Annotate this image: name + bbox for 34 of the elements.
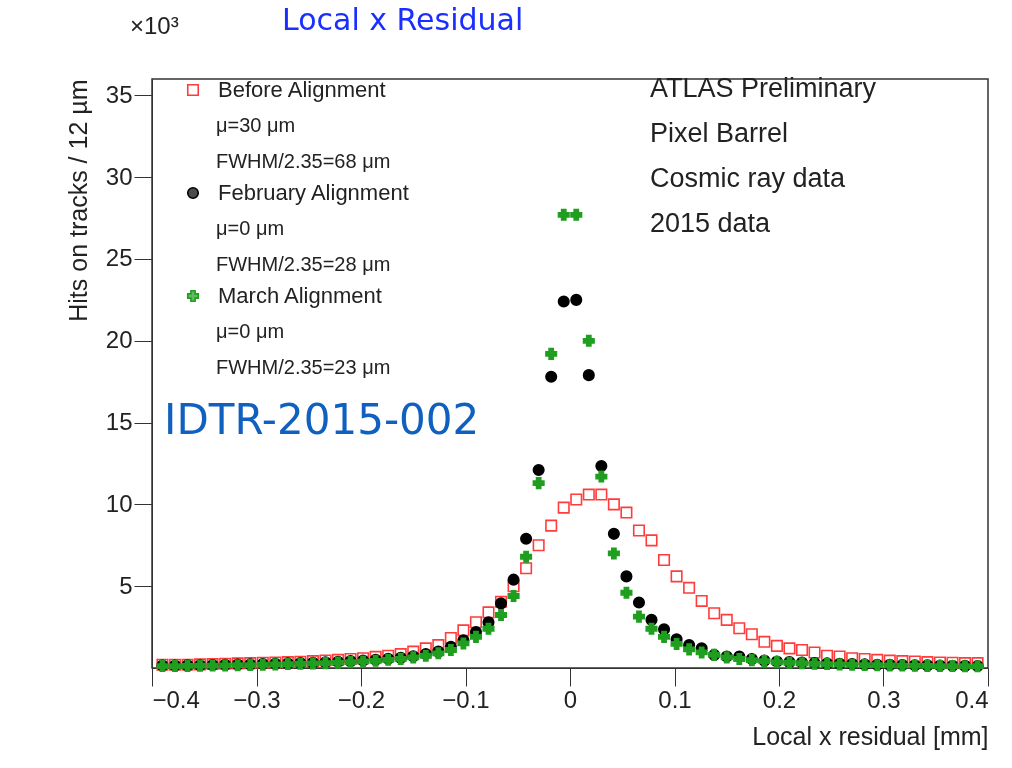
y-tick-label: 20: [105, 326, 133, 354]
annotation: μ=0 μm: [216, 320, 285, 342]
annotation: μ=0 μm: [216, 217, 285, 239]
x-tick-label: −0.2: [337, 685, 386, 713]
annotation: Pixel Barrel: [650, 118, 789, 148]
annotation: IDTR-2015-002: [164, 395, 480, 444]
y-axis-title: Hits on tracks / 12 µm: [63, 79, 92, 322]
x-tick-label: −0.1: [442, 685, 490, 713]
annotation: FWHM/2.35=28 μm: [216, 253, 391, 275]
x-tick-label: 0.4: [955, 685, 989, 713]
y-tick-label: 10: [105, 489, 133, 517]
y-tick-label: 5: [119, 571, 133, 599]
annotation: 2015 data: [650, 208, 772, 238]
text: ×10³: [130, 12, 179, 39]
x-tick-label: 0.2: [762, 685, 797, 713]
y-tick-label: 35: [105, 80, 133, 108]
x-tick-label: 0.3: [867, 685, 901, 713]
legend-label: February Alignment: [218, 180, 409, 205]
annotation: μ=30 μm: [216, 114, 296, 136]
x-tick-label: 0: [563, 685, 578, 713]
x-tick-label: −0.4: [152, 685, 200, 713]
x-tick-label: −0.3: [233, 685, 281, 713]
annotation: FWHM/2.35=23 μm: [216, 356, 391, 378]
y-tick-label: 25: [105, 244, 133, 272]
annotation: ATLAS Preliminary: [650, 73, 877, 103]
legend-label: Before Alignment: [218, 77, 386, 102]
x-axis-title: Local x residual [mm]: [752, 721, 989, 750]
chart-title: Local x Residual: [282, 2, 524, 37]
legend-label: March Alignment: [218, 283, 382, 308]
y-tick-label: 15: [105, 408, 133, 436]
y-tick-label: 30: [105, 162, 133, 190]
annotation: Cosmic ray data: [650, 163, 847, 193]
x-tick-label: 0.1: [658, 685, 692, 713]
annotation: FWHM/2.35=68 μm: [216, 150, 391, 172]
